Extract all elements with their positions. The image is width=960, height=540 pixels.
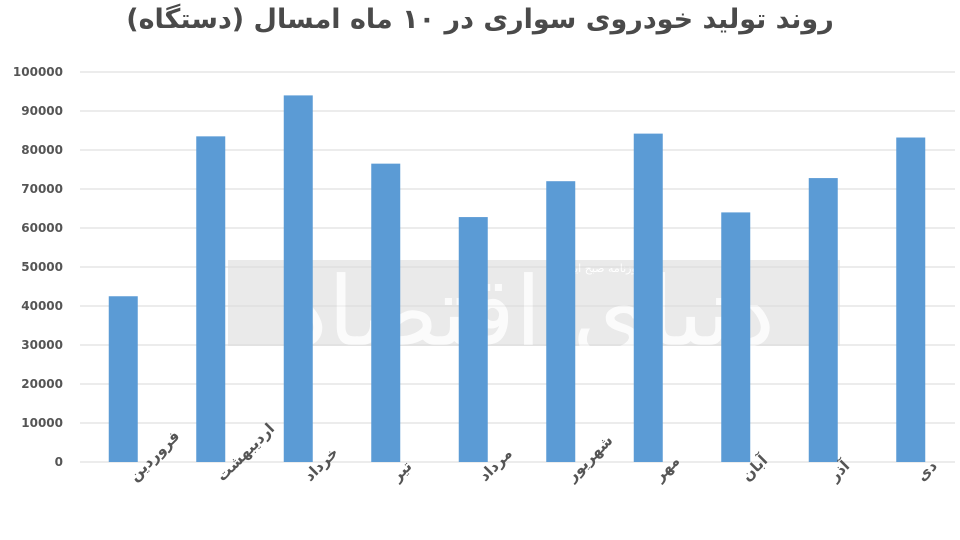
bar (808, 178, 838, 462)
bars (108, 95, 926, 463)
y-tick-label: 40000 (21, 299, 63, 313)
chart-title: روند تولید خودروی سواری در ۱۰ ماه امسال … (126, 4, 834, 35)
y-tick-label: 80000 (21, 143, 63, 157)
bar (108, 296, 138, 462)
watermark-logo: دنیای اقتصاد (285, 256, 775, 368)
y-tick-label: 0 (55, 455, 63, 469)
bar (371, 163, 401, 462)
watermark-caption: روزنامه صبح ایران (558, 262, 642, 275)
y-tick-label: 100000 (13, 65, 63, 79)
bar (721, 212, 751, 462)
bar (633, 133, 663, 462)
y-tick-label: 90000 (21, 104, 63, 118)
bar (458, 217, 488, 462)
y-tick-label: 10000 (21, 416, 63, 430)
y-tick-labels: 0 10000 20000 30000 40000 50000 60000 70000 8000… (13, 65, 63, 469)
y-tick-label: 30000 (21, 338, 63, 352)
y-tick-label: 70000 (21, 182, 63, 196)
bar (546, 181, 576, 462)
bar (896, 137, 926, 462)
y-tick-label: 20000 (21, 377, 63, 391)
y-tick-label: 50000 (21, 260, 63, 274)
bar (283, 95, 313, 463)
bar (196, 136, 226, 462)
y-tick-label: 60000 (21, 221, 63, 235)
